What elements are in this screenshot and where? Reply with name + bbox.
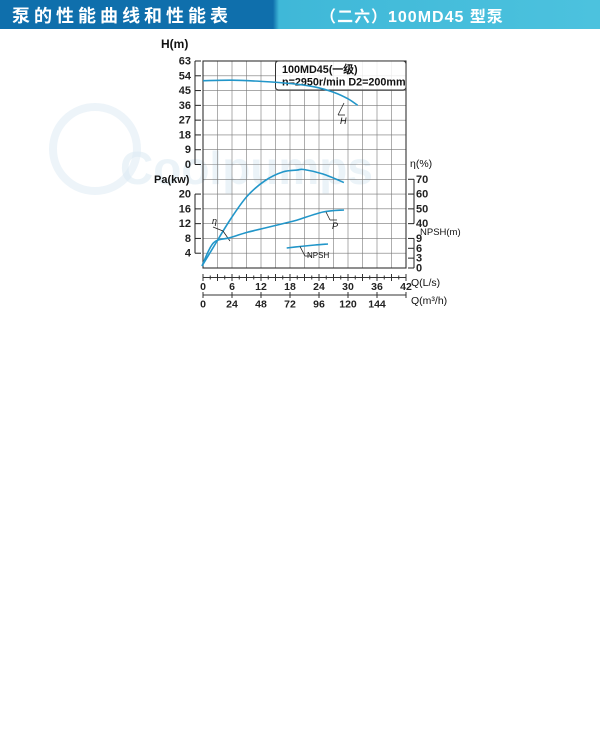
svg-text:48: 48 — [255, 299, 267, 311]
svg-text:9: 9 — [185, 144, 191, 156]
svg-text:H: H — [340, 116, 347, 126]
svg-text:60: 60 — [416, 189, 428, 201]
svg-text:Q(m³/h): Q(m³/h) — [411, 295, 447, 307]
svg-text:NPSH(m): NPSH(m) — [420, 227, 461, 238]
svg-text:Pa(kw): Pa(kw) — [154, 174, 190, 186]
svg-text:27: 27 — [179, 115, 191, 127]
svg-text:n=2950r/min D2=200mm: n=2950r/min D2=200mm — [282, 77, 406, 89]
svg-text:72: 72 — [284, 299, 296, 311]
svg-text:20: 20 — [179, 189, 191, 201]
svg-text:η: η — [212, 216, 217, 226]
svg-text:54: 54 — [179, 70, 192, 82]
svg-text:12: 12 — [179, 218, 191, 230]
svg-text:100MD45(一级): 100MD45(一级) — [282, 62, 358, 76]
svg-text:24: 24 — [313, 281, 325, 293]
svg-text:144: 144 — [368, 299, 386, 311]
svg-text:η(%): η(%) — [410, 158, 432, 170]
svg-text:24: 24 — [226, 299, 238, 311]
svg-text:H(m): H(m) — [161, 37, 188, 51]
svg-text:45: 45 — [179, 85, 191, 97]
svg-text:0: 0 — [200, 281, 206, 293]
svg-text:P: P — [332, 221, 338, 231]
svg-text:0: 0 — [416, 263, 422, 275]
svg-text:8: 8 — [185, 233, 191, 245]
svg-text:Q(L/s): Q(L/s) — [411, 277, 440, 289]
svg-text:6: 6 — [229, 281, 235, 293]
svg-text:70: 70 — [416, 174, 428, 186]
svg-text:30: 30 — [342, 281, 354, 293]
svg-text:0: 0 — [200, 299, 206, 311]
svg-text:50: 50 — [416, 203, 428, 215]
svg-text:36: 36 — [179, 100, 191, 112]
svg-text:4: 4 — [185, 248, 192, 260]
svg-text:0: 0 — [185, 159, 191, 171]
svg-text:36: 36 — [371, 281, 383, 293]
svg-text:96: 96 — [313, 299, 325, 311]
svg-text:18: 18 — [284, 281, 296, 293]
svg-text:16: 16 — [179, 203, 191, 215]
svg-text:NPSH: NPSH — [307, 251, 329, 260]
svg-text:63: 63 — [179, 56, 191, 68]
svg-text:120: 120 — [339, 299, 357, 311]
svg-text:12: 12 — [255, 281, 267, 293]
svg-text:18: 18 — [179, 129, 191, 141]
